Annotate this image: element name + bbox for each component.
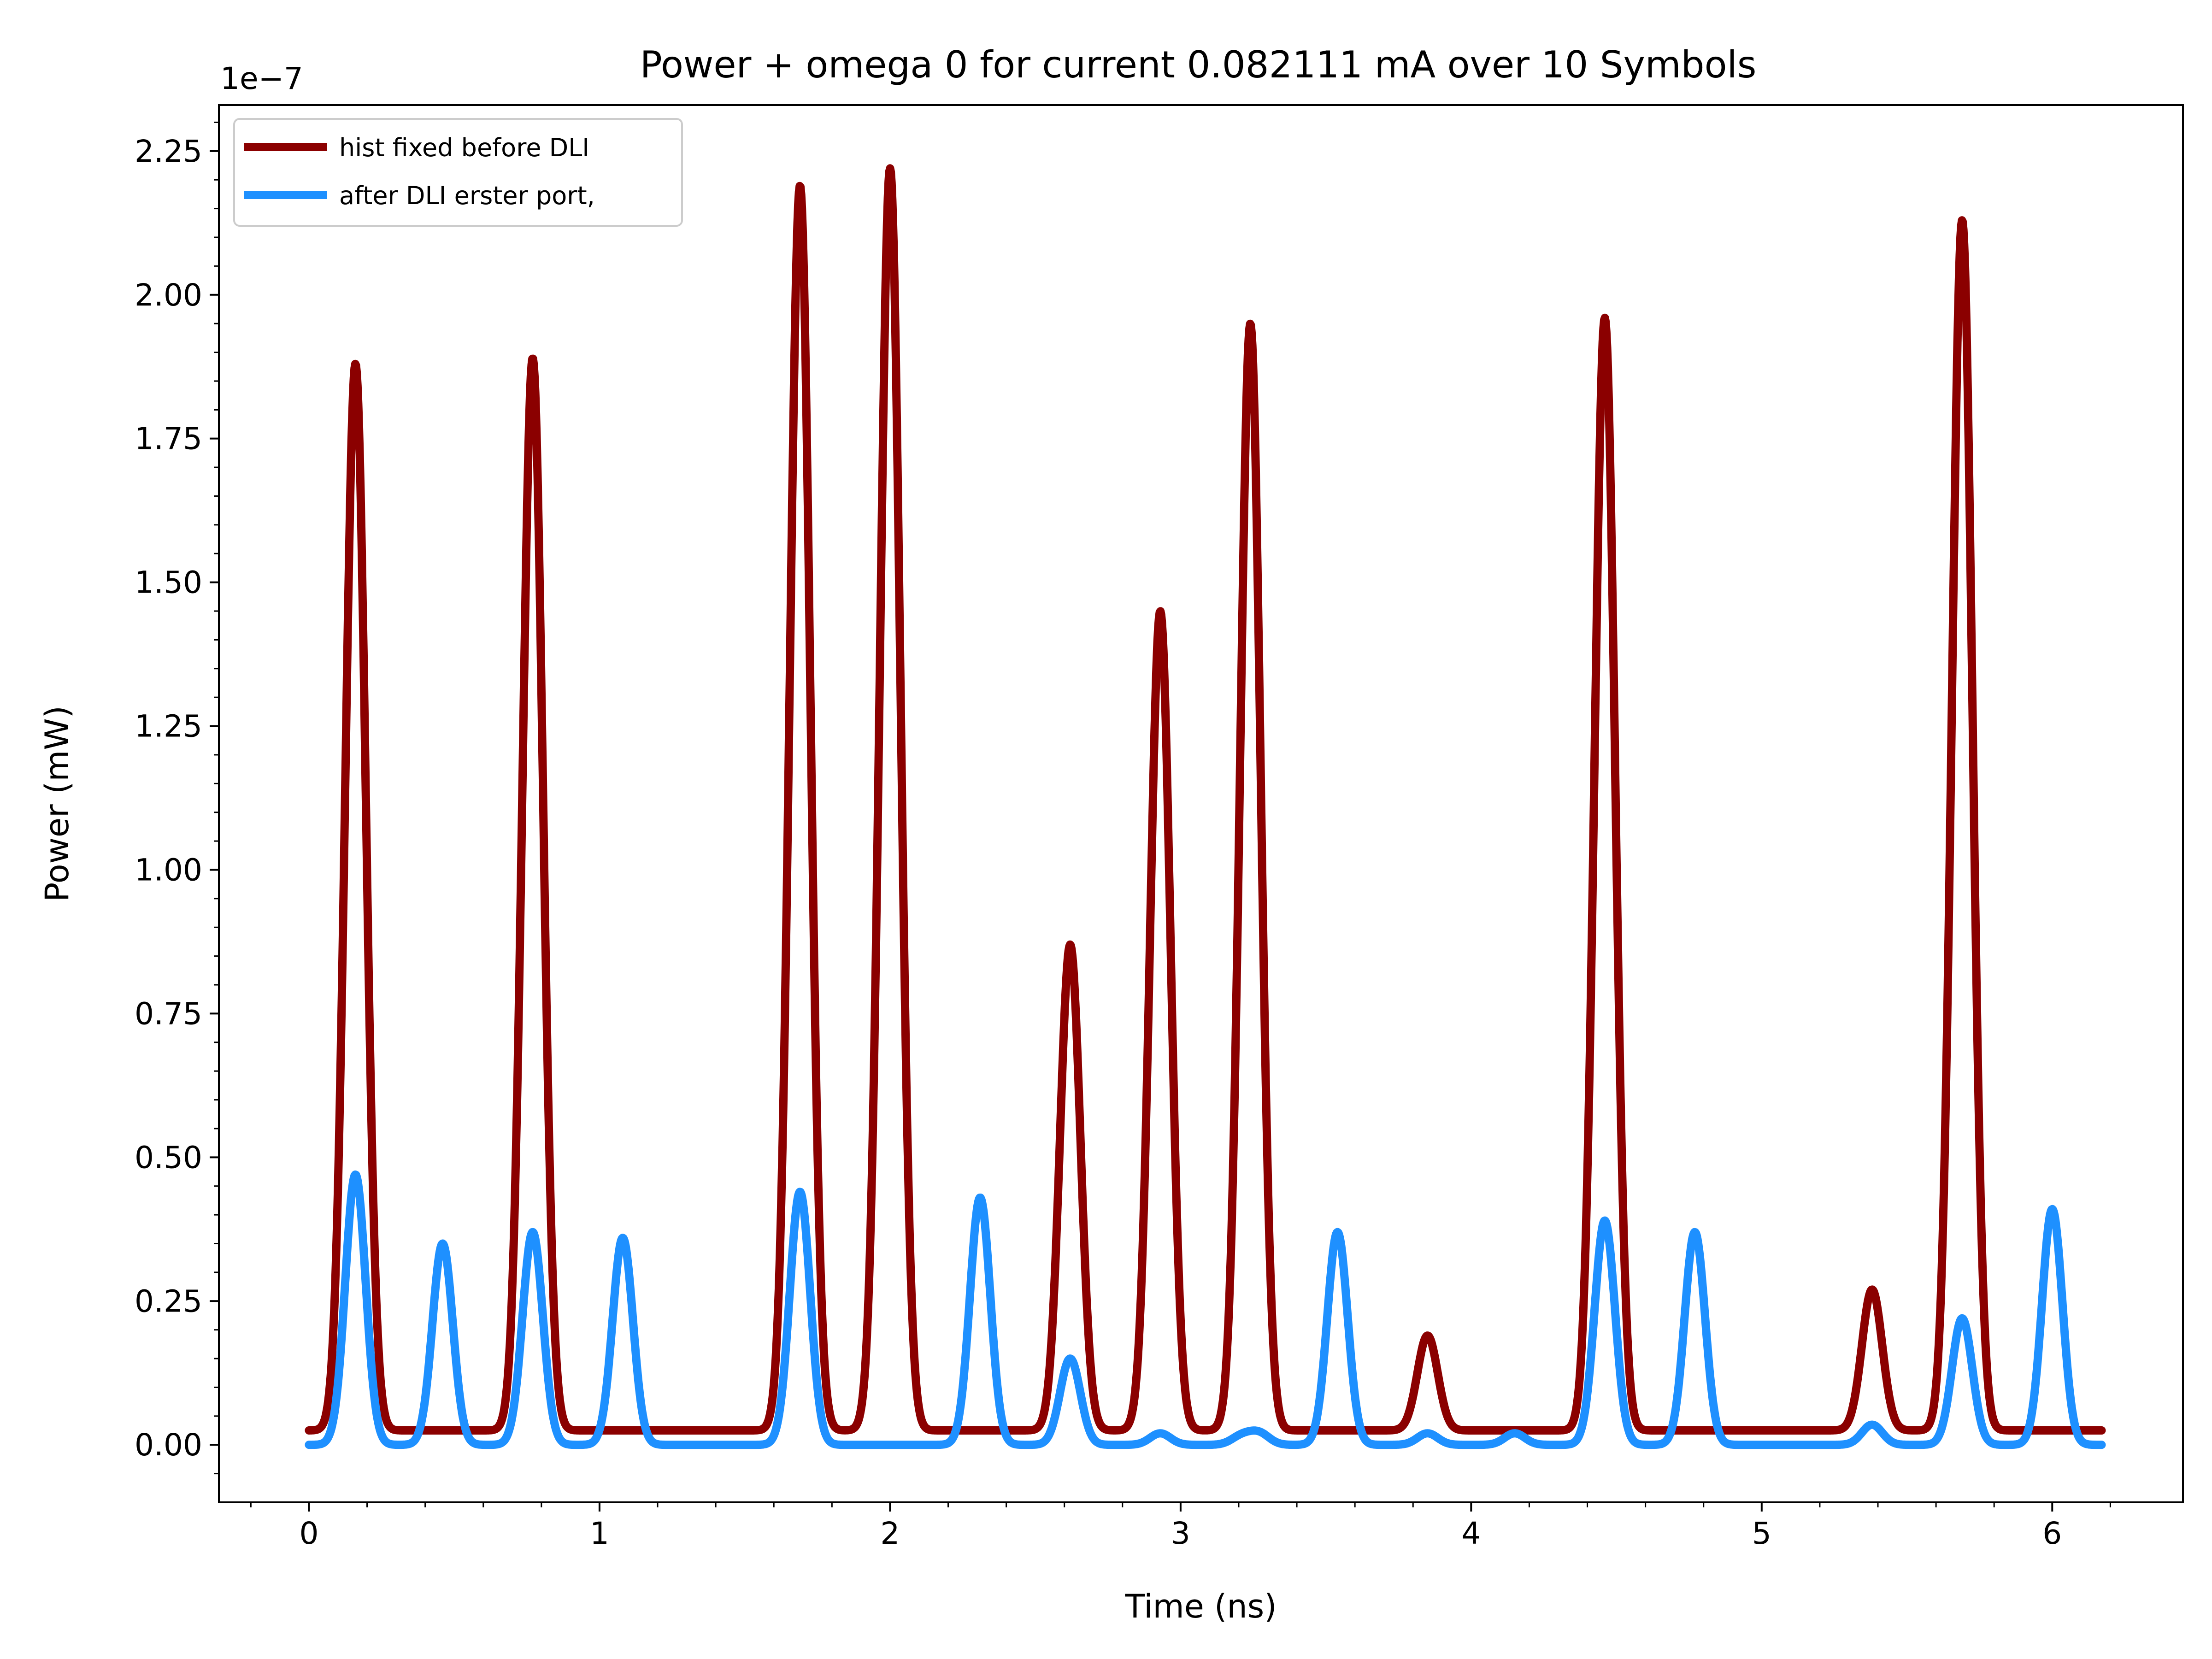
legend-box [233,118,683,227]
y-axis-scale-label: 1e−7 [220,61,303,96]
x-tick-label: 5 [1752,1516,1771,1551]
series-line-0 [305,164,2106,1435]
y-tick-label: 0.25 [135,1283,202,1319]
y-tick-label: 1.25 [135,709,202,744]
y-tick-label: 0.50 [135,1140,202,1175]
y-tick-label: 1.75 [135,421,202,457]
y-tick-label: 2.25 [135,134,202,169]
axis-ticks: 0 1 2 3 4 5 6 0.00 0.25 0.50 0.75 1.00 1.25 1.50 1.75 2… [135,121,2111,1551]
x-tick-label: 0 [299,1516,318,1551]
x-tick-label: 6 [2042,1516,2062,1551]
plot-lines [305,164,2106,1449]
series-line-1 [305,1170,2106,1449]
x-tick-label: 2 [880,1516,900,1551]
y-tick-label: 0.00 [135,1427,202,1463]
y-tick-label: 1.50 [135,565,202,600]
legend-label-after: after DLI erster port, [339,181,595,210]
x-tick-label: 3 [1171,1516,1190,1551]
legend-label-hist: hist fixed before DLI [339,133,589,162]
legend: hist fixed before DLI after DLI erster p… [233,118,683,227]
y-tick-label: 0.75 [135,996,202,1031]
y-tick-label: 1.00 [135,852,202,888]
y-tick-label: 2.00 [135,277,202,313]
plot-frame [218,104,2184,1503]
chart-title: Power + omega 0 for current 0.082111 mA … [640,43,1757,86]
x-axis-label: Time (ns) [1124,1588,1277,1625]
x-tick-label: 4 [1461,1516,1481,1551]
x-tick-label: 1 [590,1516,609,1551]
y-axis-label: Power (mW) [38,706,76,902]
